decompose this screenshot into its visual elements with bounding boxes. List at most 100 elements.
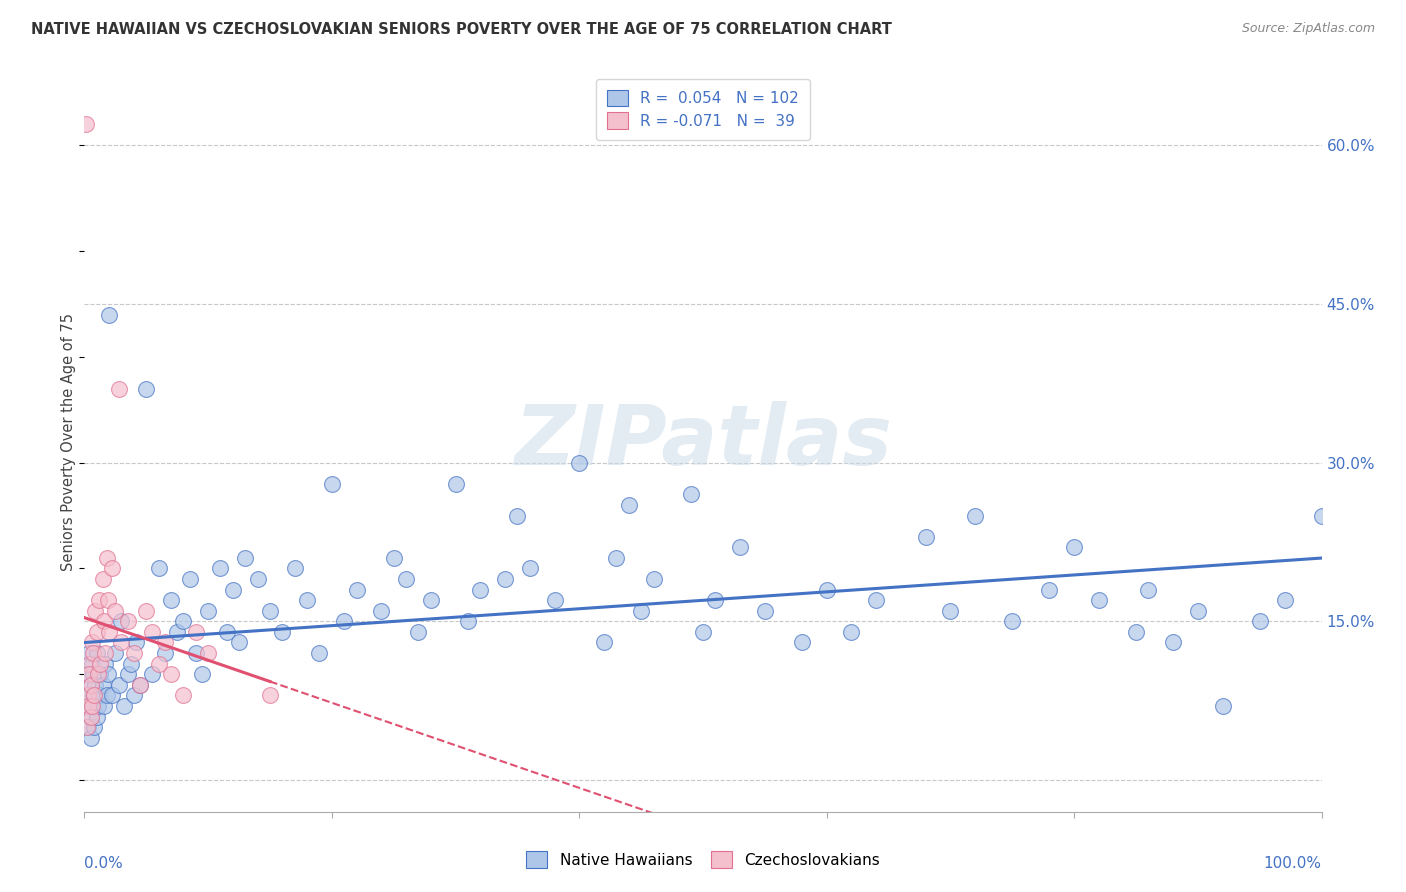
Point xyxy=(96,550,118,565)
Point xyxy=(197,604,219,618)
Point xyxy=(153,635,176,649)
Point xyxy=(419,593,441,607)
Point xyxy=(1001,615,1024,629)
Y-axis label: Seniors Poverty Over the Age of 75: Seniors Poverty Over the Age of 75 xyxy=(60,312,76,571)
Point xyxy=(97,593,120,607)
Point xyxy=(100,561,122,575)
Point xyxy=(939,604,962,618)
Point xyxy=(679,487,702,501)
Point xyxy=(89,689,111,703)
Point xyxy=(77,698,100,713)
Point xyxy=(91,678,114,692)
Point xyxy=(754,604,776,618)
Point xyxy=(1212,698,1234,713)
Point xyxy=(110,615,132,629)
Text: Source: ZipAtlas.com: Source: ZipAtlas.com xyxy=(1241,22,1375,36)
Point xyxy=(129,678,152,692)
Point xyxy=(914,530,936,544)
Point xyxy=(1274,593,1296,607)
Point xyxy=(117,615,139,629)
Point xyxy=(104,646,127,660)
Point xyxy=(333,615,356,629)
Point xyxy=(80,698,103,713)
Point xyxy=(79,667,101,681)
Point xyxy=(108,678,131,692)
Point xyxy=(148,657,170,671)
Point xyxy=(630,604,652,618)
Point xyxy=(259,689,281,703)
Point xyxy=(965,508,987,523)
Point xyxy=(321,476,343,491)
Point xyxy=(382,550,405,565)
Point xyxy=(83,689,105,703)
Point xyxy=(295,593,318,607)
Point xyxy=(96,689,118,703)
Point xyxy=(87,667,110,681)
Point xyxy=(77,720,100,734)
Point xyxy=(617,498,640,512)
Point xyxy=(104,604,127,618)
Point xyxy=(79,709,101,723)
Point xyxy=(815,582,838,597)
Point xyxy=(89,667,111,681)
Point xyxy=(93,615,115,629)
Point xyxy=(184,646,207,660)
Point xyxy=(110,635,132,649)
Point xyxy=(209,561,232,575)
Point xyxy=(82,667,104,681)
Point xyxy=(519,561,541,575)
Point xyxy=(643,572,665,586)
Point xyxy=(865,593,887,607)
Point xyxy=(82,646,104,660)
Point xyxy=(82,689,104,703)
Legend: R =  0.054   N = 102, R = -0.071   N =  39: R = 0.054 N = 102, R = -0.071 N = 39 xyxy=(596,79,810,140)
Point xyxy=(543,593,565,607)
Point xyxy=(841,624,863,639)
Point xyxy=(141,667,163,681)
Point xyxy=(506,508,529,523)
Point xyxy=(1137,582,1160,597)
Point xyxy=(197,646,219,660)
Point xyxy=(160,593,183,607)
Point xyxy=(1249,615,1271,629)
Point xyxy=(408,624,430,639)
Point xyxy=(1161,635,1184,649)
Point xyxy=(160,667,183,681)
Text: NATIVE HAWAIIAN VS CZECHOSLOVAKIAN SENIORS POVERTY OVER THE AGE OF 75 CORRELATIO: NATIVE HAWAIIAN VS CZECHOSLOVAKIAN SENIO… xyxy=(31,22,891,37)
Point xyxy=(692,624,714,639)
Point xyxy=(222,582,245,597)
Point xyxy=(1125,624,1147,639)
Point xyxy=(112,698,135,713)
Point xyxy=(271,624,294,639)
Point xyxy=(97,667,120,681)
Point xyxy=(605,550,627,565)
Point xyxy=(228,635,250,649)
Point xyxy=(79,731,101,745)
Point xyxy=(246,572,269,586)
Point xyxy=(1310,508,1333,523)
Point xyxy=(79,646,101,660)
Point xyxy=(457,615,479,629)
Point xyxy=(1088,593,1111,607)
Point xyxy=(86,646,108,660)
Point xyxy=(80,698,103,713)
Point xyxy=(141,624,163,639)
Point xyxy=(129,678,152,692)
Point xyxy=(172,615,194,629)
Point xyxy=(77,689,100,703)
Point xyxy=(117,667,139,681)
Point xyxy=(75,117,97,131)
Point xyxy=(1038,582,1060,597)
Point xyxy=(233,550,256,565)
Point xyxy=(94,646,117,660)
Point xyxy=(79,698,101,713)
Point xyxy=(259,604,281,618)
Point xyxy=(135,604,157,618)
Point xyxy=(125,635,148,649)
Point xyxy=(494,572,516,586)
Point xyxy=(100,689,122,703)
Point xyxy=(728,541,751,555)
Point xyxy=(308,646,330,660)
Point xyxy=(108,382,131,396)
Point xyxy=(79,678,101,692)
